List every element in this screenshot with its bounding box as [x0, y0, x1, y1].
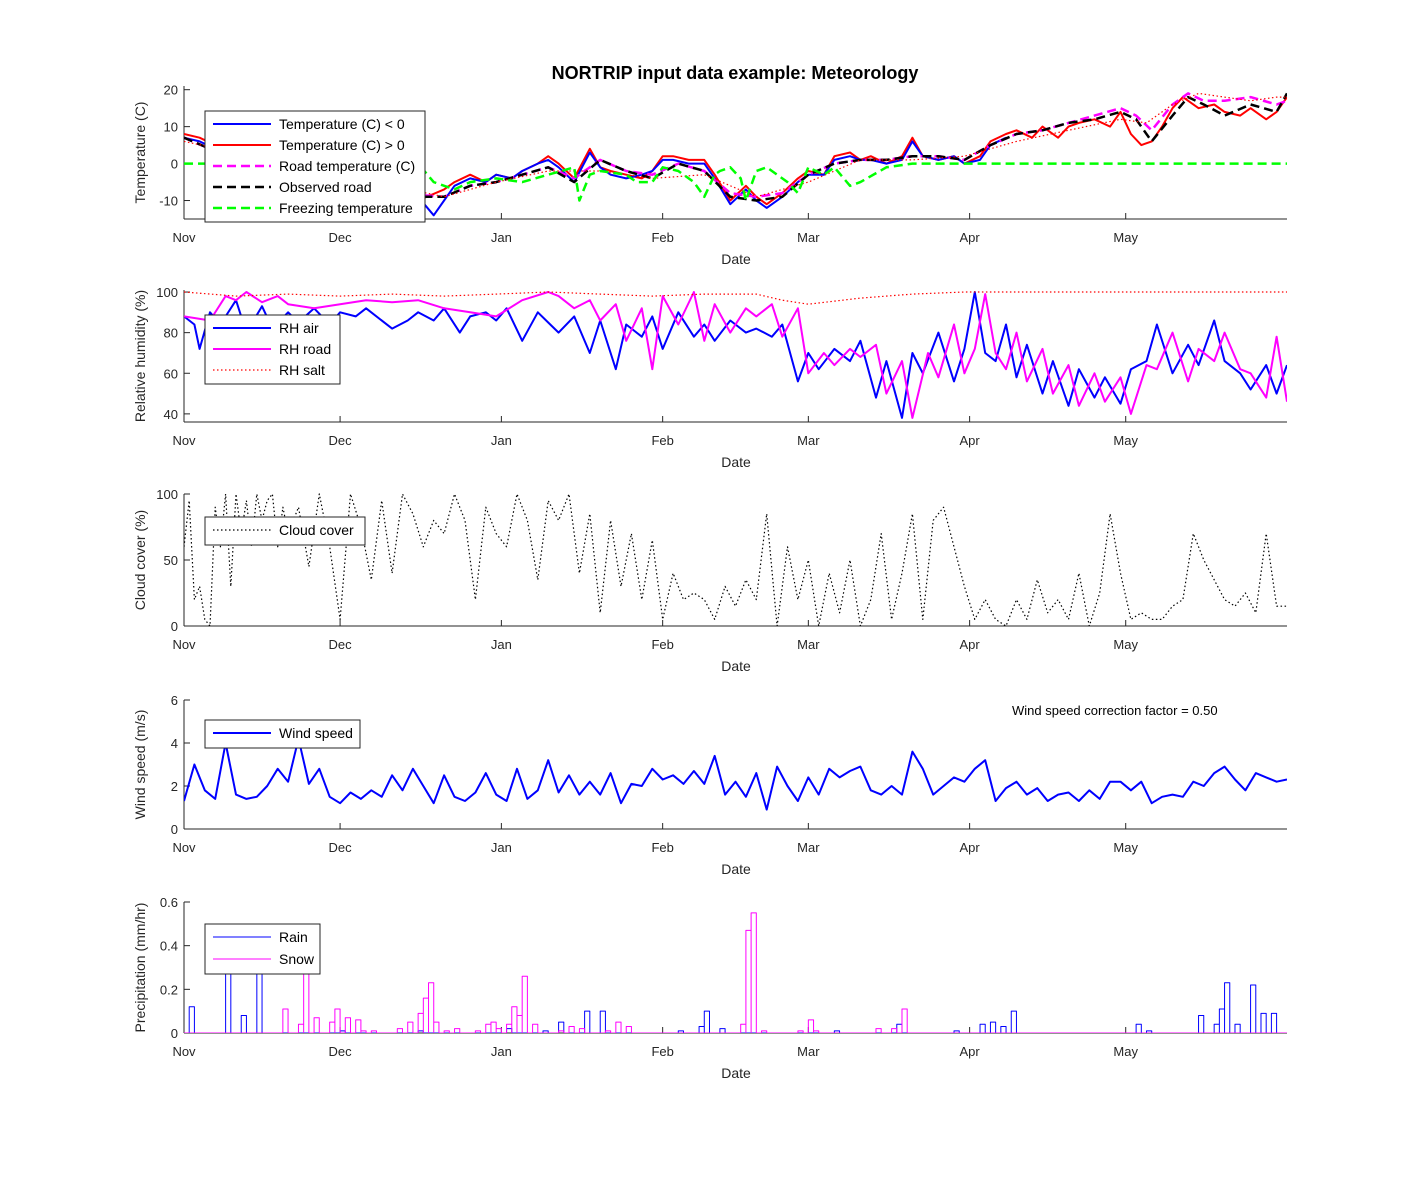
humidity-ylabel: Relative humidity (%): [132, 290, 148, 422]
precip-xtick-label: Apr: [960, 1044, 981, 1059]
cloud-xtick-label: Dec: [329, 637, 353, 652]
wind-annotation: Wind speed correction factor = 0.50: [1012, 703, 1218, 718]
humidity-ytick-label: 80: [164, 326, 178, 341]
temperature-xtick-label: May: [1113, 230, 1138, 245]
temperature-legend-label: Temperature (C) < 0: [279, 116, 405, 132]
cloud-ylabel: Cloud cover (%): [132, 510, 148, 610]
humidity-ytick-label: 40: [164, 407, 178, 422]
precip-ytick-label: 0.4: [160, 939, 178, 954]
temperature-legend-label: Freezing temperature: [279, 200, 413, 216]
wind-ytick-label: 0: [171, 822, 178, 837]
precip-ytick-label: 0.6: [160, 895, 178, 910]
cloud-xlabel: Date: [721, 658, 751, 674]
precip-xlabel: Date: [721, 1065, 751, 1081]
wind-legend: Wind speed: [205, 720, 360, 748]
temperature-legend: Temperature (C) < 0 Temperature (C) > 0 Ro…: [205, 111, 425, 222]
precip-legend: Rain Snow: [205, 924, 320, 974]
temperature-legend-label: Observed road: [279, 179, 372, 195]
cloud-legend-label: Cloud cover: [279, 522, 354, 538]
cloud-xtick-label: Apr: [960, 637, 981, 652]
temperature-xtick-label: Dec: [329, 230, 353, 245]
temperature-legend-label: Road temperature (C): [279, 158, 415, 174]
humidity-xlabel: Date: [721, 454, 751, 470]
wind-legend-label: Wind speed: [279, 725, 353, 741]
cloud-ytick-label: 100: [156, 487, 178, 502]
wind-ytick-label: 2: [171, 779, 178, 794]
temperature-ytick-label: 10: [164, 120, 178, 135]
humidity-legend: RH air RH road RH salt: [205, 315, 340, 384]
wind-xtick-label: Dec: [329, 840, 353, 855]
humidity-xtick-label: Nov: [172, 433, 196, 448]
precip-xtick-label: Jan: [491, 1044, 512, 1059]
cloud-xtick-label: Feb: [651, 637, 673, 652]
temperature-xtick-label: Nov: [172, 230, 196, 245]
wind-xtick-label: Nov: [172, 840, 196, 855]
wind-xtick-label: Feb: [651, 840, 673, 855]
temperature-xtick-label: Feb: [651, 230, 673, 245]
cloud-legend: Cloud cover: [205, 517, 365, 545]
wind-xlabel: Date: [721, 861, 751, 877]
humidity-ytick-label: 100: [156, 285, 178, 300]
temperature-legend-label: Temperature (C) > 0: [279, 137, 405, 153]
temperature-ylabel: Temperature (C): [132, 102, 148, 204]
temperature-ytick-label: 0: [171, 157, 178, 172]
temperature-xlabel: Date: [721, 251, 751, 267]
precip-legend-label: Snow: [279, 951, 315, 967]
temperature-xtick-label: Apr: [960, 230, 981, 245]
precip-xtick-label: Feb: [651, 1044, 673, 1059]
cloud-xtick-label: Nov: [172, 637, 196, 652]
cloud-xtick-label: May: [1113, 637, 1138, 652]
chart-title: NORTRIP input data example: Meteorology: [552, 63, 919, 83]
wind-xtick-label: May: [1113, 840, 1138, 855]
temperature-xtick-label: Mar: [797, 230, 820, 245]
precip-ytick-label: 0: [171, 1026, 178, 1041]
temperature-ytick-label: -10: [159, 194, 178, 209]
wind-xtick-label: Jan: [491, 840, 512, 855]
humidity-legend-label: RH road: [279, 341, 331, 357]
humidity-legend-label: RH salt: [279, 362, 325, 378]
precip-xtick-label: Dec: [329, 1044, 353, 1059]
precip-xtick-label: Nov: [172, 1044, 196, 1059]
wind-ytick-label: 4: [171, 736, 178, 751]
precip-legend-label: Rain: [279, 929, 308, 945]
precip-ytick-label: 0.2: [160, 982, 178, 997]
temperature-ytick-label: 20: [164, 83, 178, 98]
wind-ytick-label: 6: [171, 693, 178, 708]
cloud-ytick-label: 50: [164, 553, 178, 568]
humidity-xtick-label: Mar: [797, 433, 820, 448]
wind-xtick-label: Mar: [797, 840, 820, 855]
wind-ylabel: Wind speed (m/s): [132, 710, 148, 820]
humidity-legend-label: RH air: [279, 320, 319, 336]
humidity-xtick-label: Dec: [329, 433, 353, 448]
precip-xtick-label: May: [1113, 1044, 1138, 1059]
temperature-xtick-label: Jan: [491, 230, 512, 245]
cloud-xtick-label: Jan: [491, 637, 512, 652]
humidity-xtick-label: Feb: [651, 433, 673, 448]
wind-xtick-label: Apr: [960, 840, 981, 855]
precip-xtick-label: Mar: [797, 1044, 820, 1059]
humidity-xtick-label: May: [1113, 433, 1138, 448]
precip-ylabel: Precipitation (mm/hr): [132, 903, 148, 1033]
cloud-xtick-label: Mar: [797, 637, 820, 652]
cloud-ytick-label: 0: [171, 619, 178, 634]
humidity-xtick-label: Apr: [960, 433, 981, 448]
humidity-xtick-label: Jan: [491, 433, 512, 448]
humidity-ytick-label: 60: [164, 366, 178, 381]
